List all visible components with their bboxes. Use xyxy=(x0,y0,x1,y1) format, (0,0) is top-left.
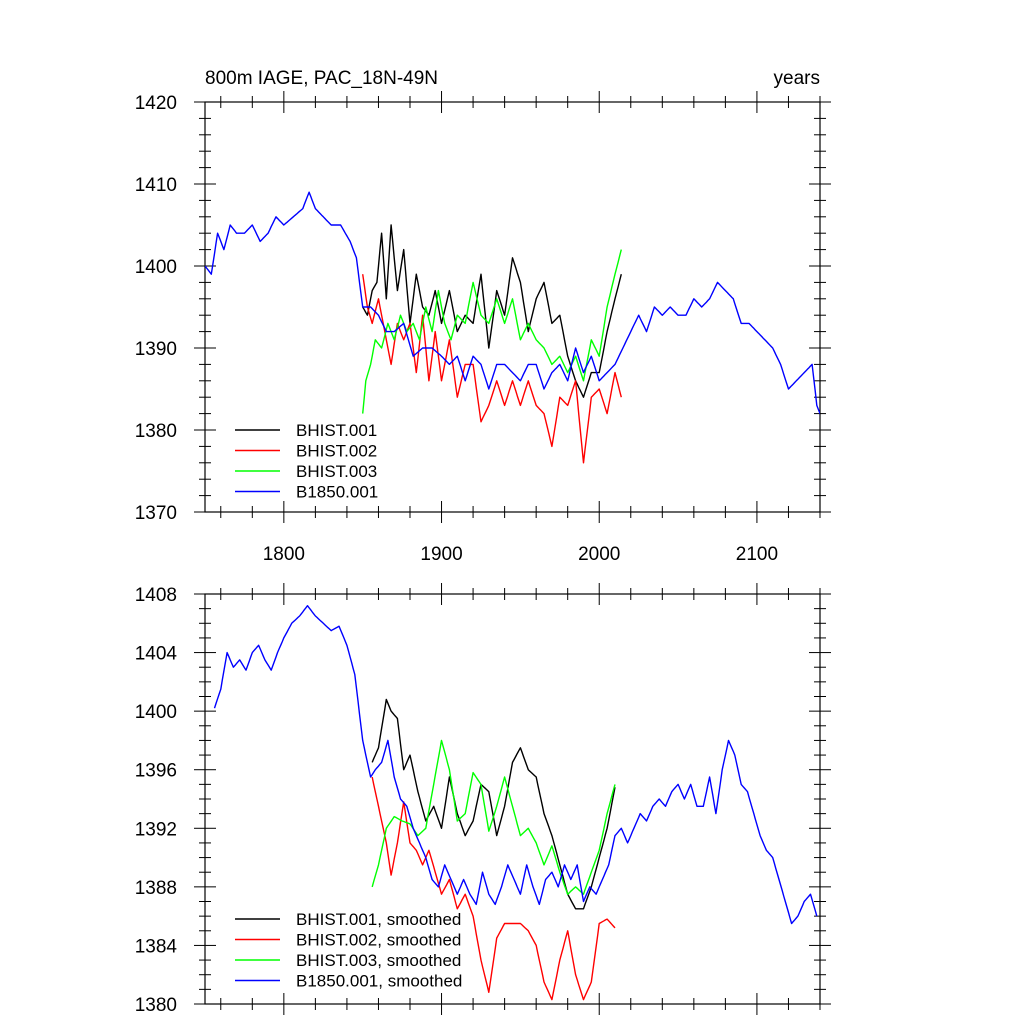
series-line-bhist-001 xyxy=(362,224,622,398)
series-line-b1850-001 xyxy=(205,191,820,414)
x-axis-ticks xyxy=(220,91,821,523)
y-axis-ticks xyxy=(194,101,831,513)
y-tick-label: 1396 xyxy=(135,761,177,782)
legend-label-bhist-001-smoothed: BHIST.001, smoothed xyxy=(296,910,461,929)
series-line-bhist-002-smoothed xyxy=(371,776,616,1001)
y-tick-label: 1404 xyxy=(135,644,178,665)
units-label: years xyxy=(774,68,820,89)
x-tick-label: 2100 xyxy=(736,544,778,565)
legend-label-bhist-003-smoothed: BHIST.003, smoothed xyxy=(296,951,461,970)
series-line-bhist-003 xyxy=(362,249,622,414)
legend: BHIST.001, smoothed BHIST.002, smoothedBH… xyxy=(235,910,462,991)
top-panel: 1800 1900 2000 2100 1370 1380 1390 1400 1410 1420… xyxy=(135,68,831,565)
series-line-b1850-001-smoothed xyxy=(213,605,818,925)
y-tick-label: 1420 xyxy=(135,93,177,114)
y-tick-label: 1400 xyxy=(135,257,177,278)
y-tick-label: 1392 xyxy=(135,819,177,840)
x-axis-ticks xyxy=(220,583,821,1015)
y-axis-ticks xyxy=(194,593,831,1005)
y-tick-label: 1384 xyxy=(135,936,178,957)
x-tick-label: 1800 xyxy=(263,544,305,565)
y-tick-label: 1380 xyxy=(135,421,177,442)
legend-label-bhist-002-smoothed: BHIST.002, smoothed xyxy=(296,931,461,950)
legend-label-b1850-001-smoothed: B1850.001, smoothed xyxy=(296,972,462,991)
bottom-panel: 1380 1384 1388 1392 1396 1400 1404 1408 BHIST.00… xyxy=(135,583,831,1016)
y-tick-label: 1390 xyxy=(135,339,177,360)
plot-frame xyxy=(204,101,821,513)
chart-title: 800m IAGE, PAC_18N-49N xyxy=(205,68,438,89)
y-tick-label: 1400 xyxy=(135,702,177,723)
y-tick-label: 1410 xyxy=(135,175,177,196)
y-tick-label: 1408 xyxy=(135,585,177,606)
x-tick-label: 1900 xyxy=(420,544,462,565)
series-line-bhist-002 xyxy=(362,274,622,464)
legend-label-bhist-003: BHIST.003 xyxy=(296,462,377,481)
y-tick-label: 1388 xyxy=(135,878,177,899)
y-tick-label: 1370 xyxy=(135,503,177,524)
y-tick-label: 1380 xyxy=(135,995,177,1016)
x-tick-label: 2000 xyxy=(578,544,620,565)
legend-label-b1850-001: B1850.001 xyxy=(296,483,378,502)
legend-label-bhist-001: BHIST.001 xyxy=(296,421,377,440)
legend-label-bhist-002: BHIST.002 xyxy=(296,442,377,461)
